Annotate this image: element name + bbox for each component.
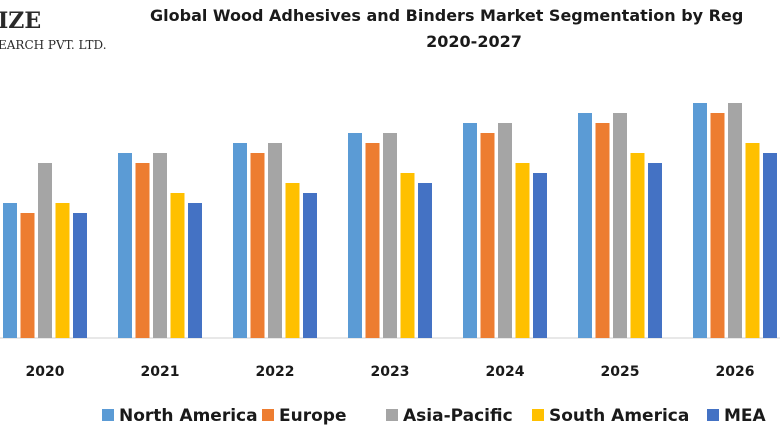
bar-europe-2020 (20, 213, 35, 338)
bar-north-america-2020 (3, 203, 17, 338)
bar-north-america-2024 (463, 123, 477, 338)
legend-label-north-america: North America (119, 406, 258, 426)
bar-asia-pacific-2021 (153, 153, 167, 338)
bar-south-america-2026 (745, 143, 760, 338)
bar-south-america-2020 (55, 203, 70, 338)
x-tick-2024: 2024 (486, 364, 525, 380)
bar-asia-pacific-2023 (383, 133, 397, 338)
chart-title-line1: Global Wood Adhesives and Binders Market… (150, 6, 743, 25)
x-tick-2020: 2020 (26, 364, 65, 380)
bar-mea-2026 (763, 153, 777, 338)
logo-text-line1: IZE (0, 8, 41, 34)
bar-mea-2024 (533, 173, 547, 338)
x-tick-2022: 2022 (256, 364, 295, 380)
logo-text-line2: EARCH PVT. LTD. (0, 38, 107, 52)
bar-south-america-2022 (285, 183, 300, 338)
bar-mea-2023 (418, 183, 432, 338)
legend-swatch-south-america (532, 409, 544, 421)
bar-asia-pacific-2025 (613, 113, 627, 338)
chart-title-line2: 2020-2027 (426, 32, 522, 51)
bar-south-america-2023 (400, 173, 415, 338)
bar-north-america-2026 (693, 103, 707, 338)
bar-asia-pacific-2026 (728, 103, 742, 338)
bar-south-america-2025 (630, 153, 645, 338)
x-tick-2025: 2025 (601, 364, 640, 380)
legend-swatch-asia-pacific (386, 409, 398, 421)
bar-north-america-2022 (233, 143, 247, 338)
x-tick-2021: 2021 (141, 364, 180, 380)
bar-asia-pacific-2022 (268, 143, 282, 338)
bar-europe-2023 (365, 143, 380, 338)
bar-europe-2026 (710, 113, 725, 338)
bar-south-america-2021 (170, 193, 185, 338)
legend-swatch-north-america (102, 409, 114, 421)
bar-asia-pacific-2024 (498, 123, 512, 338)
bar-europe-2022 (250, 153, 265, 338)
bar-mea-2021 (188, 203, 202, 338)
bar-europe-2024 (480, 133, 495, 338)
bar-mea-2020 (73, 213, 87, 338)
bar-mea-2025 (648, 163, 662, 338)
x-tick-labels: 2020 2021 2022 2023 2024 2025 2026 (26, 364, 755, 380)
bar-north-america-2025 (578, 113, 592, 338)
legend-swatch-mea (707, 409, 719, 421)
legend-label-asia-pacific: Asia-Pacific (403, 406, 513, 426)
legend-label-south-america: South America (549, 406, 689, 426)
x-tick-2026: 2026 (716, 364, 755, 380)
bar-asia-pacific-2020 (38, 163, 52, 338)
bar-europe-2025 (595, 123, 610, 338)
x-tick-2023: 2023 (371, 364, 410, 380)
bar-north-america-2021 (118, 153, 132, 338)
bar-north-america-2023 (348, 133, 362, 338)
legend-label-europe: Europe (279, 406, 346, 426)
bars-group (3, 103, 777, 338)
bar-europe-2021 (135, 163, 150, 338)
legend: North America Europe Asia-Pacific South Ame… (102, 406, 767, 426)
legend-swatch-europe (262, 409, 274, 421)
legend-label-mea: MEA (724, 406, 767, 426)
bar-mea-2022 (303, 193, 317, 338)
bar-south-america-2024 (515, 163, 530, 338)
